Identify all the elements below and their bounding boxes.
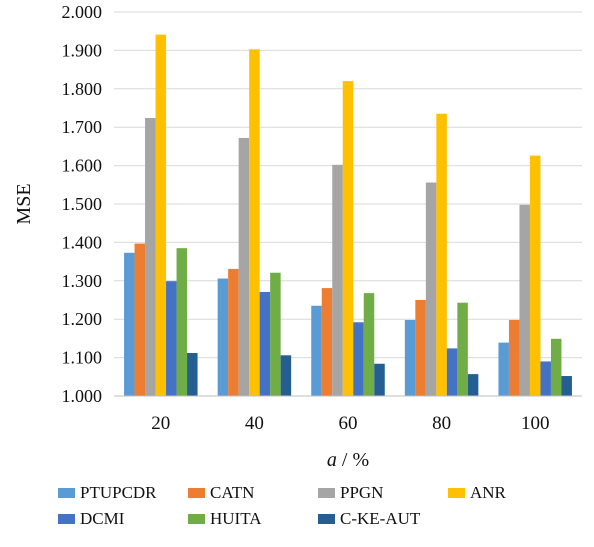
y-tick-label: 1.800 xyxy=(62,79,103,99)
legend-swatch-c-ke-aut xyxy=(318,514,335,524)
bar-huita-60 xyxy=(363,293,375,396)
y-tick-label: 1.600 xyxy=(62,156,103,176)
bar-ppgn-20 xyxy=(145,117,156,396)
bar-catn-100 xyxy=(508,319,520,396)
y-tick-label: 1.400 xyxy=(62,232,103,252)
legend-label-dcmi: DCMI xyxy=(80,509,125,528)
y-tick-label: 1.200 xyxy=(62,309,103,329)
x-tick-label: 80 xyxy=(432,413,451,434)
legend-swatch-anr xyxy=(448,488,465,498)
bar-ptupcdr-100 xyxy=(498,342,509,396)
legend-swatch-ppgn xyxy=(318,488,335,498)
bar-catn-20 xyxy=(134,243,146,396)
x-axis-ticks: 20 40 60 80 100 xyxy=(151,413,549,434)
x-tick-label: 20 xyxy=(151,413,170,434)
bar-ptupcdr-40 xyxy=(217,278,229,396)
bar-c-ke-aut-80 xyxy=(467,374,479,396)
bar-c-ke-aut-60 xyxy=(374,363,385,396)
legend-label-catn: CATN xyxy=(210,483,254,502)
legend-swatch-ptupcdr xyxy=(58,488,75,498)
bar-catn-60 xyxy=(321,288,333,396)
x-tick-label: 40 xyxy=(245,413,264,434)
legend-swatch-catn xyxy=(188,488,205,498)
bar-anr-20 xyxy=(155,34,167,396)
bar-huita-100 xyxy=(550,338,562,396)
bar-c-ke-aut-40 xyxy=(280,355,292,396)
bar-ppgn-80 xyxy=(425,182,437,396)
bar-anr-80 xyxy=(436,113,447,396)
x-axis-title-unit: / % xyxy=(337,449,369,471)
legend-swatch-dcmi xyxy=(58,514,75,524)
bar-dcmi-60 xyxy=(353,322,364,396)
legend: PTUPCDR CATN PPGN ANR DCMI HUITA C-KE-AUT xyxy=(58,483,507,528)
x-axis-title: a / % xyxy=(327,449,369,471)
y-tick-label: 1.000 xyxy=(62,386,103,406)
y-tick-label: 1.500 xyxy=(62,194,103,214)
y-tick-label: 1.900 xyxy=(62,40,103,60)
bar-catn-80 xyxy=(415,300,426,396)
y-tick-label: 1.700 xyxy=(62,117,103,137)
bar-ppgn-100 xyxy=(519,204,530,396)
y-axis-title: MSE xyxy=(13,183,35,224)
bar-anr-100 xyxy=(529,155,541,396)
bar-ptupcdr-60 xyxy=(311,305,322,396)
bar-ppgn-40 xyxy=(238,137,250,396)
bar-dcmi-40 xyxy=(259,291,271,396)
x-tick-label: 100 xyxy=(521,413,550,434)
bar-huita-40 xyxy=(270,272,281,396)
bar-dcmi-100 xyxy=(540,361,551,396)
x-tick-label: 60 xyxy=(339,413,358,434)
bar-huita-80 xyxy=(457,302,468,396)
bar-ptupcdr-80 xyxy=(404,319,416,396)
bar-anr-60 xyxy=(342,81,354,397)
y-tick-label: 1.300 xyxy=(62,271,103,291)
legend-label-ptupcdr: PTUPCDR xyxy=(80,483,157,502)
bar-c-ke-aut-20 xyxy=(187,352,198,396)
legend-label-anr: ANR xyxy=(470,483,507,502)
bar-dcmi-80 xyxy=(446,348,458,396)
bar-dcmi-20 xyxy=(166,281,177,396)
legend-label-ppgn: PPGN xyxy=(340,483,383,502)
y-tick-label: 2.000 xyxy=(62,2,103,22)
bar-catn-40 xyxy=(228,268,239,396)
bars xyxy=(124,34,572,397)
x-axis-title-variable: a xyxy=(327,449,337,471)
legend-swatch-huita xyxy=(188,514,205,524)
bar-huita-20 xyxy=(176,248,188,396)
bar-anr-40 xyxy=(249,49,260,397)
y-axis-ticks: 1.000 1.100 1.200 1.300 1.400 1.500 1.600 1.700… xyxy=(62,2,103,406)
bar-ptupcdr-20 xyxy=(124,252,135,396)
bar-c-ke-aut-100 xyxy=(561,376,572,396)
legend-label-c-ke-aut: C-KE-AUT xyxy=(340,509,421,528)
y-tick-label: 1.100 xyxy=(62,348,103,368)
bar-ppgn-60 xyxy=(332,164,343,396)
legend-label-huita: HUITA xyxy=(210,509,262,528)
